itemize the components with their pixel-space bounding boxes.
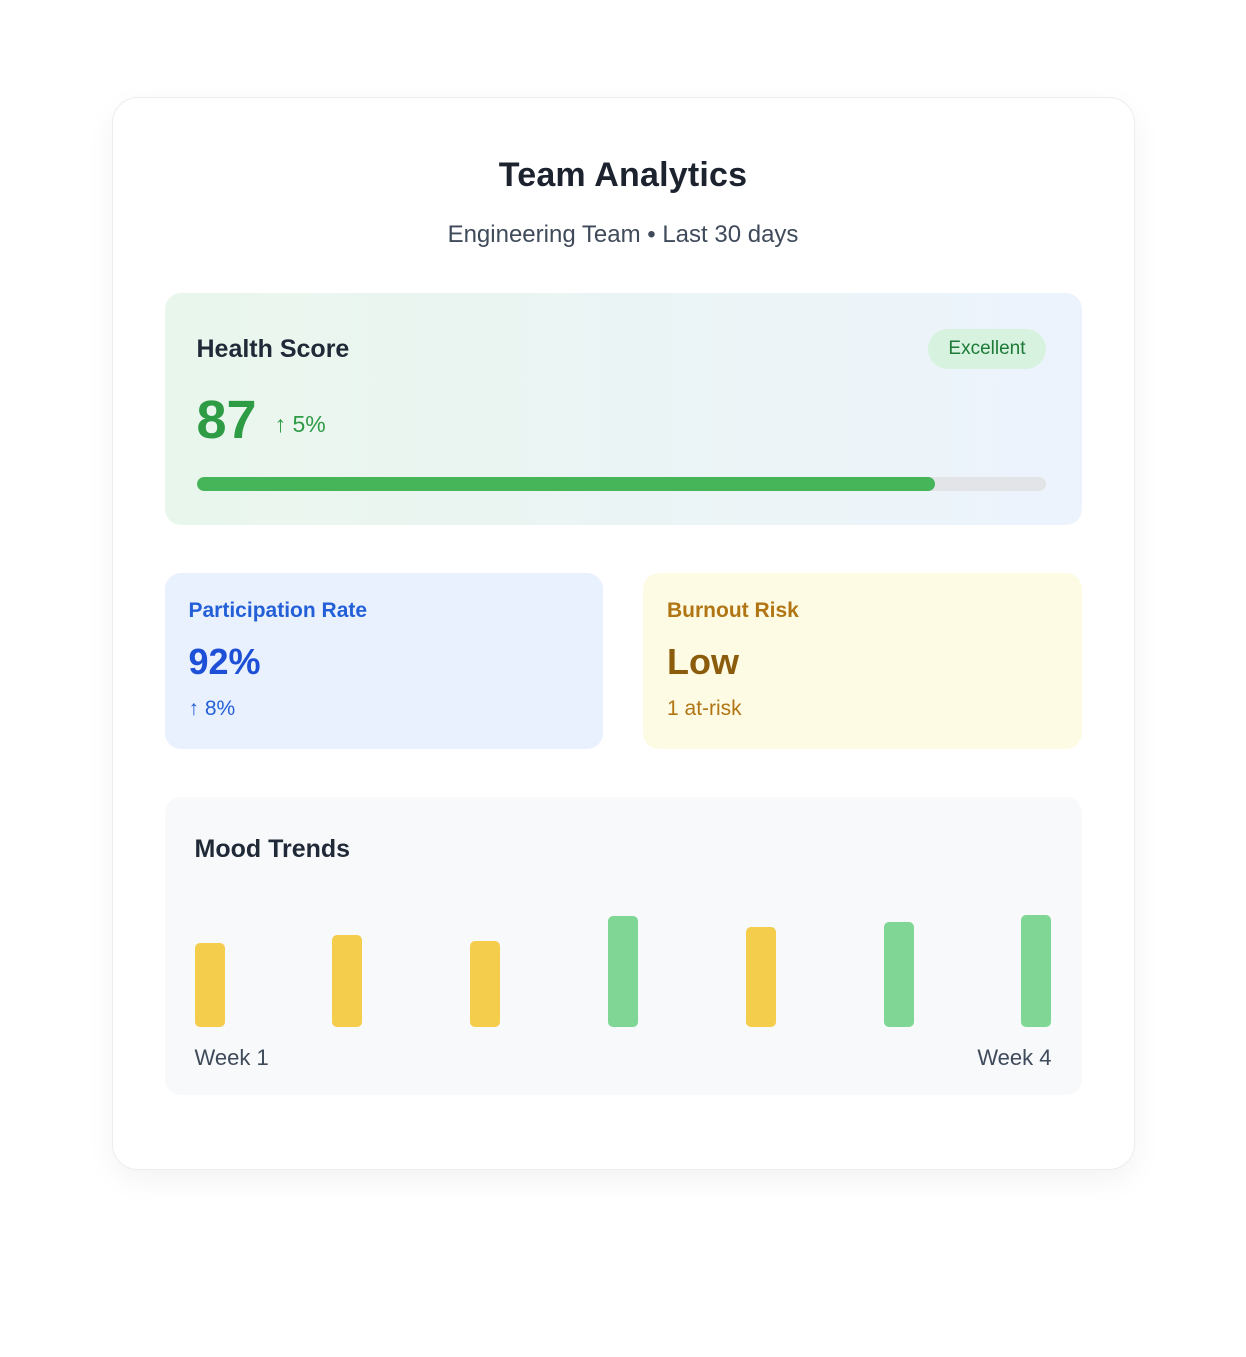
week-start-label: Week 1 — [194, 1045, 269, 1070]
burnout-risk-value: Low — [667, 641, 739, 682]
health-progress-track — [196, 477, 1046, 491]
mood-bar — [883, 921, 914, 1027]
page-title: Team Analytics — [498, 156, 748, 194]
burnout-risk-detail: 1 at-risk — [667, 697, 742, 720]
mood-bar — [194, 943, 225, 1027]
mood-bar — [745, 927, 776, 1027]
page-subtitle: Engineering Team • Last 30 days — [447, 221, 799, 248]
health-score-label: Health Score — [196, 334, 350, 363]
mood-bar — [607, 916, 638, 1027]
mood-bar — [1021, 914, 1052, 1027]
mood-trends-axis: Week 1 Week 4 — [195, 1045, 1052, 1071]
health-score-delta: ↑ 5% — [274, 410, 326, 437]
participation-rate-label: Participation Rate — [188, 599, 368, 622]
analytics-card: Team Analytics Engineering Team • Last 3… — [111, 97, 1135, 1170]
health-score-panel: Health Score Excellent 87 ↑ 5% — [164, 293, 1082, 525]
burnout-risk-card: Burnout Risk Low 1 at-risk — [643, 573, 1082, 749]
health-score-value: 87 — [196, 390, 257, 450]
burnout-risk-label: Burnout Risk — [667, 599, 799, 622]
mood-trends-label: Mood Trends — [194, 835, 351, 863]
participation-rate-delta: ↑ 8% — [188, 697, 236, 720]
mood-bar — [470, 940, 501, 1027]
health-progress-fill — [196, 477, 936, 491]
mood-bar — [332, 935, 363, 1027]
participation-rate-card: Participation Rate 92% ↑ 8% — [164, 573, 603, 749]
participation-rate-value: 92% — [188, 641, 261, 682]
health-status-badge: Excellent — [928, 329, 1046, 369]
mood-trends-chart — [194, 892, 1052, 1027]
stats-row: Participation Rate 92% ↑ 8% Burnout Risk… — [164, 573, 1082, 749]
week-end-label: Week 4 — [977, 1045, 1052, 1070]
mood-trends-panel: Mood Trends Week 1 Week 4 — [164, 797, 1082, 1095]
